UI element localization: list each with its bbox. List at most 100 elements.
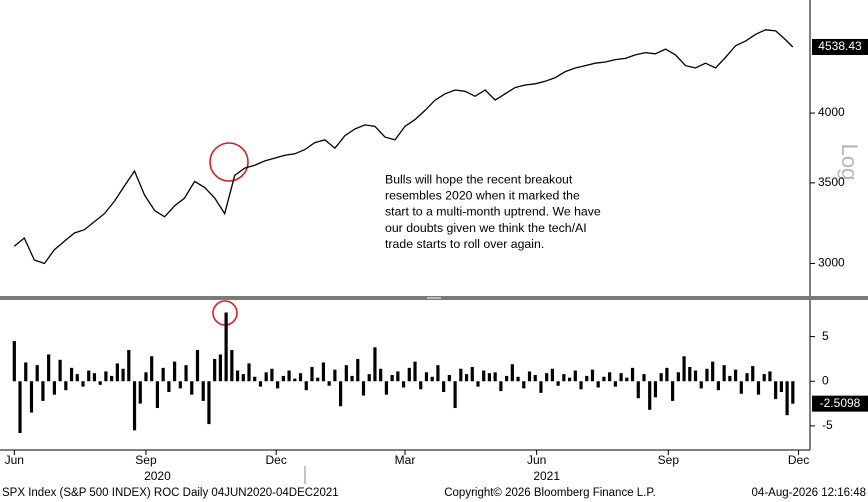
roc-bar [619, 373, 623, 382]
roc-bar [596, 381, 600, 388]
annotation-line: our doubts given we think the tech/AI [385, 221, 587, 235]
roc-bar [29, 381, 34, 413]
roc-bar [241, 374, 245, 382]
y-tick-label: 4000 [818, 105, 845, 119]
roc-bar [207, 381, 211, 425]
roc-bar [585, 375, 589, 382]
roc-bar [333, 369, 337, 382]
roc-bar [785, 381, 789, 416]
roc-bar [682, 356, 686, 382]
roc-bar [58, 359, 62, 382]
y-tick-label: 3000 [818, 256, 845, 270]
roc-bar [18, 381, 22, 434]
roc-bar [41, 381, 45, 401]
roc-bar [693, 370, 698, 382]
roc-bar [356, 358, 360, 382]
x-tick-label: Dec [788, 453, 809, 467]
roc-bar [756, 381, 761, 395]
roc-bar [476, 381, 480, 387]
roc-bar [665, 367, 669, 382]
roc-bar [75, 374, 79, 382]
x-tick-label: Sep [658, 453, 680, 467]
roc-bar [167, 381, 171, 392]
roc-bar [613, 381, 617, 387]
last-value-label: 4538.43 [818, 39, 862, 53]
roc-bar [35, 365, 39, 382]
roc-bar [98, 381, 102, 385]
roc-bar [344, 365, 348, 382]
roc-bar [745, 373, 749, 382]
roc-bar [190, 381, 194, 395]
roc-bar [110, 375, 114, 382]
roc-bar [642, 374, 646, 382]
roc-bar [287, 370, 291, 382]
roc-bar [304, 381, 308, 391]
roc-bar [722, 365, 726, 382]
roc-bar [774, 381, 778, 400]
roc-bar [762, 374, 766, 382]
roc-bar [779, 381, 783, 392]
annotation-line: trade starts to roll over again. [385, 237, 544, 251]
roc-bar [442, 381, 446, 392]
annotation-line: Bulls will hope the recent breakout [385, 172, 573, 186]
roc-bar [390, 375, 394, 382]
roc-bar [373, 347, 377, 382]
roc-bar [436, 365, 440, 382]
roc-bar [195, 350, 200, 382]
roc-bar [144, 372, 148, 382]
roc-bar [104, 371, 108, 382]
roc-bar [121, 368, 125, 382]
roc-bar [138, 381, 142, 404]
roc-bar [230, 350, 234, 382]
roc-bar [688, 366, 692, 382]
roc-bar [293, 378, 297, 382]
roc-bar [464, 374, 469, 382]
roc-bar [676, 372, 680, 382]
y-tick-label: 3500 [818, 175, 845, 189]
roc-bar [424, 372, 429, 382]
roc-bar [281, 375, 285, 382]
y-axis-label: Log [837, 144, 862, 181]
highlight-circle [209, 142, 249, 182]
roc-bar [539, 381, 543, 393]
roc-bar [602, 376, 606, 382]
roc-bar [379, 368, 383, 382]
roc-bar [562, 374, 566, 382]
last-value-label: -2.5098 [820, 396, 861, 410]
roc-bar [705, 368, 709, 382]
footer-right: 04-Aug-2026 12:16:48 [752, 487, 866, 499]
roc-bar [430, 376, 434, 382]
roc-bar [327, 381, 331, 386]
annotation-line: resembles 2020 when it marked the [385, 188, 580, 202]
roc-bar [487, 373, 492, 382]
roc-bar [350, 375, 354, 382]
footer-left: SPX Index (S&P 500 INDEX) ROC Daily 04JU… [2, 487, 339, 499]
roc-bar [768, 371, 772, 382]
roc-bar [224, 312, 228, 382]
roc-bar [699, 381, 703, 389]
roc-bar [550, 368, 555, 382]
last-value-tag [812, 38, 868, 55]
roc-bar [671, 381, 675, 401]
roc-bar [276, 381, 280, 389]
roc-bar [545, 373, 549, 382]
roc-bar [413, 361, 417, 382]
roc-bar [533, 375, 537, 382]
roc-bar [791, 381, 795, 404]
roc-bar [12, 341, 16, 382]
roc-bar [522, 381, 526, 389]
x-tick-label: Jun [527, 453, 546, 467]
x-year-label: 2020 [144, 469, 171, 483]
roc-bar [653, 381, 658, 398]
roc-bar [316, 377, 320, 382]
roc-bar [447, 375, 451, 382]
roc-bar [253, 376, 257, 382]
annotation: Bulls will hope the recent breakout resem… [385, 172, 601, 251]
roc-bar [527, 371, 532, 382]
roc-bar [184, 365, 188, 382]
roc-bar [161, 367, 165, 382]
roc-bar [636, 381, 640, 399]
roc-bar [201, 381, 205, 401]
roc-bar [751, 366, 755, 382]
